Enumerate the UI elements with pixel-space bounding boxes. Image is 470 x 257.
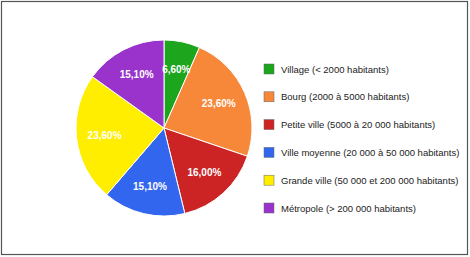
frame <box>2 2 468 255</box>
legend-swatch <box>264 120 274 130</box>
slices <box>76 40 252 216</box>
data-label: 16,00% <box>187 167 221 178</box>
legend-label: Village (< 2000 habitants) <box>281 64 389 75</box>
data-labels: 6,60% 23,60% 16,00% 15,10% 23,60% 15,10% <box>88 64 236 192</box>
legend-label: Métropole (> 200 000 habitants) <box>281 203 416 214</box>
data-label: 6,60% <box>162 64 190 75</box>
chart: 6,60% 23,60% 16,00% 15,10% 23,60% 15,10% Villa… <box>0 0 470 257</box>
legend-swatch <box>264 175 274 185</box>
legend-label: Petite ville (5000 à 20 000 habitants) <box>281 119 435 130</box>
data-label: 15,10% <box>133 181 167 192</box>
legend-label: Ville moyenne (20 000 à 50 000 habitants… <box>281 147 459 158</box>
legend-swatch <box>264 92 274 102</box>
data-label: 23,60% <box>202 98 236 109</box>
pie-slice <box>92 40 164 128</box>
legend-swatch <box>264 203 274 213</box>
legend-swatch <box>264 147 274 157</box>
legend-label: Grande ville (50 000 et 200 000 habitant… <box>281 175 458 186</box>
legend-label: Bourg (2000 à 5000 habitants) <box>281 91 409 102</box>
legend-swatch <box>264 64 274 74</box>
legend: Village (< 2000 habitants) Bourg (2000 à … <box>264 64 459 214</box>
data-label: 15,10% <box>120 69 154 80</box>
data-label: 23,60% <box>88 130 122 141</box>
